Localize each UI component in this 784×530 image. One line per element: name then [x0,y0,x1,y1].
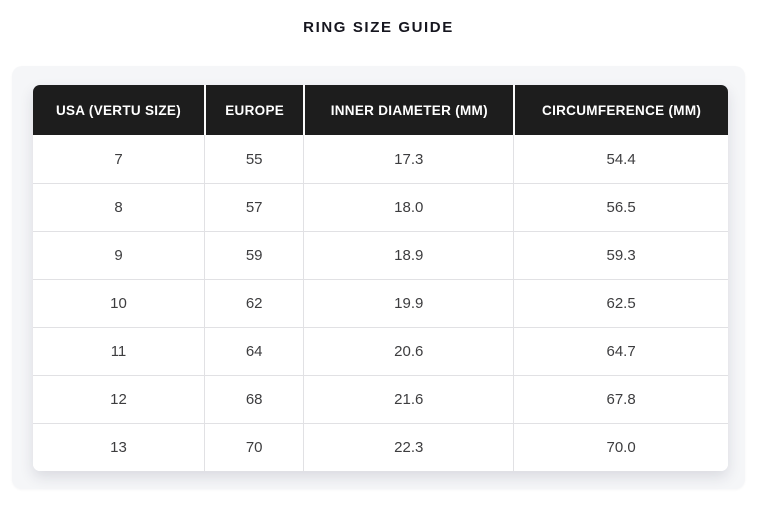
table-cell: 59.3 [513,231,728,279]
table-cell: 70 [203,423,304,471]
table-row: 12 68 21.6 67.8 [33,375,728,423]
table-row: 9 59 18.9 59.3 [33,231,728,279]
table-header-row: USA (VERTU SIZE) EUROPE INNER DIAMETER (MM… [33,85,728,135]
table-cell: 64.7 [513,327,728,375]
table-row: 8 57 18.0 56.5 [33,183,728,231]
page-title: RING SIZE GUIDE [303,19,454,36]
column-header: CIRCUMFERENCE (MM) [513,85,728,135]
table-cell: 7 [33,135,204,183]
table-row: 13 70 22.3 70.0 [33,423,728,471]
column-header: EUROPE [203,85,304,135]
table-row: 7 55 17.3 54.4 [33,135,728,183]
table-cell: 55 [203,135,304,183]
table-cell: 70.0 [513,423,728,471]
table-cell: 18.0 [303,183,514,231]
table-cell: 20.6 [303,327,514,375]
size-guide-table: USA (VERTU SIZE) EUROPE INNER DIAMETER (MM… [33,85,728,471]
table-cell: 8 [33,183,204,231]
table-row: 10 62 19.9 62.5 [33,279,728,327]
size-guide-table-container: USA (VERTU SIZE) EUROPE INNER DIAMETER (MM… [33,85,728,471]
table-cell: 21.6 [303,375,514,423]
column-header: INNER DIAMETER (MM) [303,85,514,135]
size-guide-card: USA (VERTU SIZE) EUROPE INNER DIAMETER (MM… [12,66,745,489]
table-cell: 64 [203,327,304,375]
table-cell: 9 [33,231,204,279]
table-cell: 62.5 [513,279,728,327]
column-header: USA (VERTU SIZE) [33,85,204,135]
table-cell: 57 [203,183,304,231]
table-cell: 12 [33,375,204,423]
table-cell: 54.4 [513,135,728,183]
table-body: 7 55 17.3 54.4 8 57 18.0 56.5 9 59 18.9 59.3 10 62 19.… [33,135,728,471]
table-cell: 68 [203,375,304,423]
table-cell: 11 [33,327,204,375]
table-cell: 10 [33,279,204,327]
table-cell: 67.8 [513,375,728,423]
table-cell: 13 [33,423,204,471]
table-cell: 59 [203,231,304,279]
table-cell: 18.9 [303,231,514,279]
table-cell: 17.3 [303,135,514,183]
table-cell: 56.5 [513,183,728,231]
title-container: RING SIZE GUIDE [12,18,745,38]
table-cell: 19.9 [303,279,514,327]
table-row: 11 64 20.6 64.7 [33,327,728,375]
table-header: USA (VERTU SIZE) EUROPE INNER DIAMETER (MM… [33,85,728,135]
table-cell: 22.3 [303,423,514,471]
table-cell: 62 [203,279,304,327]
